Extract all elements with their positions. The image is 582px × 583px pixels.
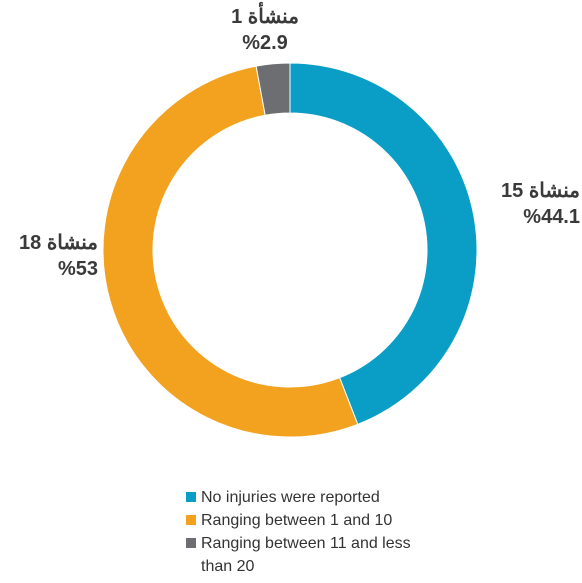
donut-chart (102, 62, 478, 438)
donut-slice-1 (102, 65, 359, 438)
slice-percent-label: %2.9 (242, 32, 288, 54)
legend-item: No injuries were reported (186, 486, 426, 509)
legend: No injuries were reported Ranging betwee… (186, 486, 426, 578)
legend-swatch (186, 492, 196, 502)
legend-label: Ranging between 1 and 10 (201, 512, 393, 529)
slice-label-11-to-20: 1 منشأة %2.9 (200, 4, 330, 56)
donut-slice-0 (289, 62, 478, 425)
slice-percent-label: %53 (57, 258, 98, 280)
legend-label: Ranging between 11 and less than 20 (201, 535, 411, 575)
legend-item: Ranging between 1 and 10 (186, 509, 426, 532)
slice-percent-label: %44.1 (523, 206, 580, 228)
legend-label: No injuries were reported (201, 489, 380, 506)
slice-label-1-to-10: 18 منشاة %53 (0, 230, 98, 282)
slice-count-label: 15 منشاة (501, 180, 580, 202)
slice-count-label: 18 منشاة (19, 232, 98, 254)
slice-label-no-injuries: 15 منشاة %44.1 (470, 178, 580, 230)
donut-slice-2 (255, 62, 291, 116)
slice-count-label: 1 منشأة (231, 6, 299, 28)
legend-item: Ranging between 11 and less than 20 (186, 532, 426, 578)
legend-swatch (186, 515, 196, 525)
legend-swatch (186, 538, 196, 548)
